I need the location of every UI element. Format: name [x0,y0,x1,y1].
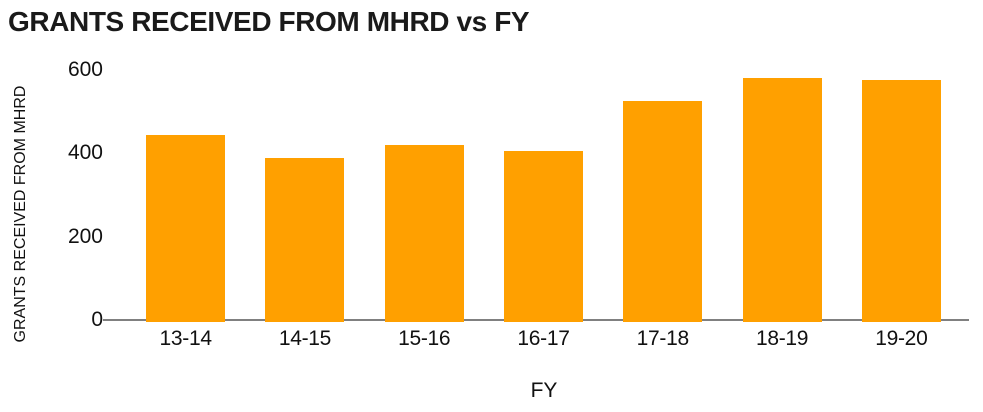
x-tick-label: 14-15 [278,327,332,350]
x-tick-label: 19-20 [875,327,928,350]
y-tick-label: 0 [91,308,103,331]
chart-title: GRANTS RECEIVED FROM MHRD vs FY [8,6,530,37]
bar-14-15 [265,157,345,322]
x-tick-label: 18-19 [755,327,809,350]
y-tick-label: 400 [67,141,103,165]
bar-17-18 [623,101,703,322]
x-tick-label: 15-16 [398,327,451,350]
x-axis-title: FY [530,379,558,402]
bar-13-14 [146,134,226,322]
y-tick-label: 600 [67,58,103,81]
bar-19-20 [861,79,941,322]
bar-18-19 [742,78,822,322]
bar-16-17 [504,151,583,322]
x-tick-label: 13-14 [159,327,213,350]
y-tick-label: 200 [67,224,103,248]
x-tick-label: 16-17 [517,327,570,350]
y-axis-title: GRANTS RECEIVED FROM MHRD [12,85,29,343]
x-tick-label: 17-18 [636,327,690,350]
bar-15-16 [384,145,464,322]
